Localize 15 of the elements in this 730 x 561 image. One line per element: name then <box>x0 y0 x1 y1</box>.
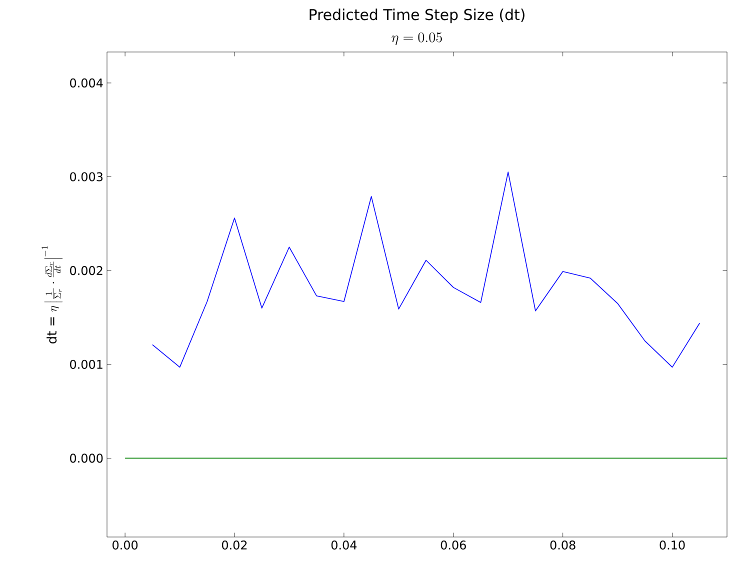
chart-title: Predicted Time Step Size (dt) <box>310 8 524 24</box>
x-tick-label: 0.08 <box>550 540 576 550</box>
x-tick-label: 0.00 <box>112 540 138 550</box>
chart-subtitle: $\eta = 0.05$ <box>392 32 442 46</box>
x-tick-label: 0.02 <box>222 540 247 550</box>
y-tick-label: 0.003 <box>70 172 103 182</box>
y-tick-label: 0.002 <box>70 266 102 276</box>
y-tick-label: 0.000 <box>70 454 103 463</box>
x-tick-label: 0.10 <box>660 540 685 550</box>
y-axis-title: $\mbox{dt =}\ \eta\left|\frac{1}{\Sigma_r}\cdot\frac{d\Sigma_r}{dt}\right|^{-1}$ <box>42 246 63 344</box>
x-tick-label: 0.04 <box>331 540 357 550</box>
x-tick-label: 0.06 <box>440 540 466 550</box>
y-tick-label: 0.004 <box>70 78 103 88</box>
y-tick-label: 0.001 <box>70 360 102 369</box>
line-series <box>152 172 700 368</box>
